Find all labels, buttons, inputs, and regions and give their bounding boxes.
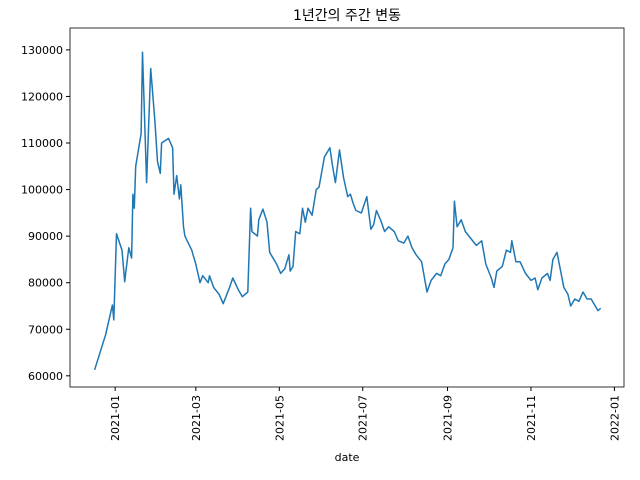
line xyxy=(93,51,602,371)
y-tick-label: 130000 xyxy=(21,44,63,57)
x-tick-label: 2021-11 xyxy=(525,395,538,441)
x-axis-label: date xyxy=(335,451,360,464)
y-tick-label: 90000 xyxy=(28,230,63,243)
y-tick-label: 120000 xyxy=(21,90,63,103)
y-tick-label: 110000 xyxy=(21,137,63,150)
chart-title: 1년간의 주간 변동 xyxy=(293,8,401,24)
y-tick-label: 60000 xyxy=(28,370,63,383)
x-tick-label: 2021-05 xyxy=(273,395,286,441)
x-tick-label: 2022-01 xyxy=(608,395,621,441)
x-tick-label: 2021-01 xyxy=(109,395,122,441)
y-tick-label: 70000 xyxy=(28,323,63,336)
y-tick-label: 80000 xyxy=(28,277,63,290)
x-tick-label: 2021-09 xyxy=(442,395,455,441)
plot-frame xyxy=(69,27,625,388)
y-tick-label: 100000 xyxy=(21,184,63,197)
x-tick-label: 2021-07 xyxy=(357,395,370,441)
x-tick-label: 2021-03 xyxy=(190,395,203,441)
